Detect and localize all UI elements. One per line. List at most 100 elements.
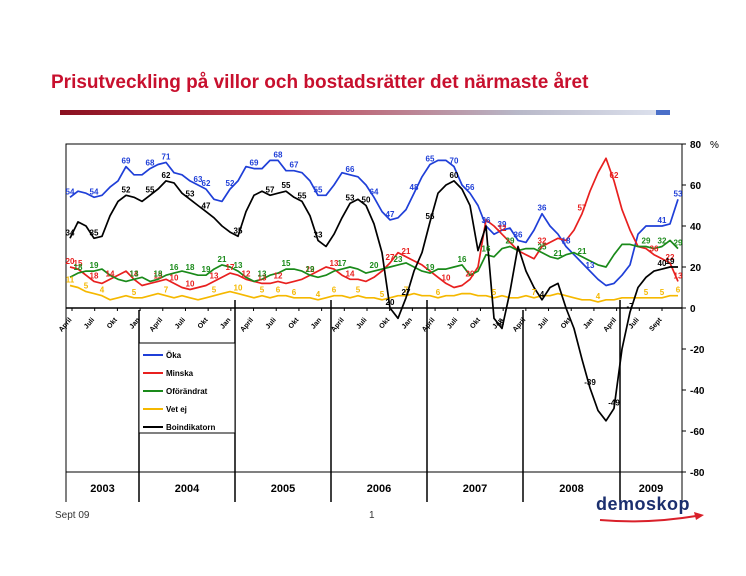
data-label: 4: [540, 290, 545, 299]
data-label: 21: [554, 249, 563, 258]
data-label: 6: [676, 286, 681, 295]
data-label: 48: [410, 183, 419, 192]
data-label: 57: [578, 204, 587, 213]
data-label: 39: [498, 220, 507, 229]
y-tick-label: -80: [690, 468, 705, 479]
data-label: 15: [74, 259, 83, 268]
data-label: 47: [202, 202, 211, 211]
data-label: 54: [66, 187, 75, 196]
data-label: 6: [276, 286, 281, 295]
data-label: 68: [274, 150, 283, 159]
data-label: 32: [658, 237, 667, 246]
data-label: 5: [212, 286, 217, 295]
data-label: 62: [162, 171, 171, 180]
y-tick-label: -20: [690, 345, 705, 356]
data-label: 5: [644, 288, 649, 297]
data-label: 21: [578, 247, 587, 256]
data-label: 5: [380, 290, 385, 299]
series-line: [69, 239, 679, 283]
data-label: 19: [666, 257, 675, 266]
data-label: 17: [226, 263, 235, 272]
y-tick-label: 60: [690, 181, 702, 192]
data-label: 21: [218, 255, 227, 264]
data-label: 29: [506, 237, 515, 246]
data-label: 19: [306, 265, 315, 274]
series-line: [69, 159, 679, 287]
y-tick-label: -60: [690, 427, 705, 438]
series-line: [69, 180, 678, 422]
data-label: 16: [170, 263, 179, 272]
data-label: 4: [316, 290, 321, 299]
y-tick-label: -40: [690, 386, 705, 397]
data-label: 25: [538, 243, 547, 252]
data-label: 29: [674, 239, 683, 248]
data-label: 69: [250, 159, 259, 168]
data-label: 53: [346, 193, 355, 202]
year-label: 2007: [463, 483, 487, 495]
legend-label: Minska: [166, 369, 194, 378]
y-tick-label: 0: [690, 304, 696, 315]
data-label: 12: [242, 269, 251, 278]
data-label: 55: [314, 185, 323, 194]
data-label: 67: [290, 161, 299, 170]
year-label: 2004: [175, 483, 200, 495]
data-label: 69: [122, 157, 131, 166]
data-label: 70: [450, 157, 459, 166]
data-label: 33: [314, 230, 323, 239]
data-label: 14: [130, 269, 139, 278]
data-label: 68: [146, 159, 155, 168]
data-label: 35: [234, 226, 243, 235]
data-label: 14: [346, 269, 355, 278]
year-label: 2009: [639, 483, 663, 495]
y-tick-label: 20: [690, 263, 702, 274]
data-label: 23: [394, 255, 403, 264]
data-label: 62: [202, 179, 211, 188]
footer-date: Sept 09: [55, 510, 90, 521]
data-label: 36: [650, 245, 659, 254]
data-label: 66: [346, 165, 355, 174]
y-tick-label: 40: [690, 222, 702, 233]
data-label: 55: [298, 191, 307, 200]
data-label: 36: [538, 204, 547, 213]
data-label: 20: [466, 269, 475, 278]
data-label: 21: [402, 247, 411, 256]
data-label: 32: [538, 237, 547, 246]
data-label: 13: [130, 269, 139, 278]
data-label: 35: [90, 228, 99, 237]
data-label: -49: [608, 398, 620, 407]
data-label: 36: [514, 230, 523, 239]
legend-label: Boindikatorn: [166, 423, 215, 432]
data-label: 4: [596, 292, 601, 301]
demoskop-logo: demoskop: [596, 494, 691, 514]
data-label: 18: [562, 237, 571, 246]
data-label: 10: [442, 273, 451, 282]
data-label: 6: [332, 286, 337, 295]
data-label: 11: [66, 275, 75, 284]
data-label: 13: [210, 271, 219, 280]
data-label: 5: [84, 282, 89, 291]
data-label: 56: [466, 183, 475, 192]
data-label: 13: [330, 259, 339, 268]
data-label: 41: [658, 216, 667, 225]
data-label: 53: [674, 189, 683, 198]
year-label: 2008: [559, 483, 583, 495]
legend-box: [138, 342, 236, 434]
data-label: 17: [338, 259, 347, 268]
data-label: 19: [426, 263, 435, 272]
data-label: 55: [146, 185, 155, 194]
data-label: 16: [482, 245, 491, 254]
data-label: 5: [660, 288, 665, 297]
data-label: 22: [666, 253, 675, 262]
data-label: 5: [260, 286, 265, 295]
data-label: 60: [450, 171, 459, 180]
data-label: 19: [90, 261, 99, 270]
data-label: 13: [586, 261, 595, 270]
data-label: 10: [234, 284, 243, 293]
data-label: 56: [426, 212, 435, 221]
data-label: 63: [194, 175, 203, 184]
data-label: 6: [436, 288, 441, 297]
data-label: 6: [292, 288, 297, 297]
data-label: 13: [258, 273, 267, 282]
data-label: -7: [626, 302, 634, 311]
data-label: 14: [106, 269, 115, 278]
